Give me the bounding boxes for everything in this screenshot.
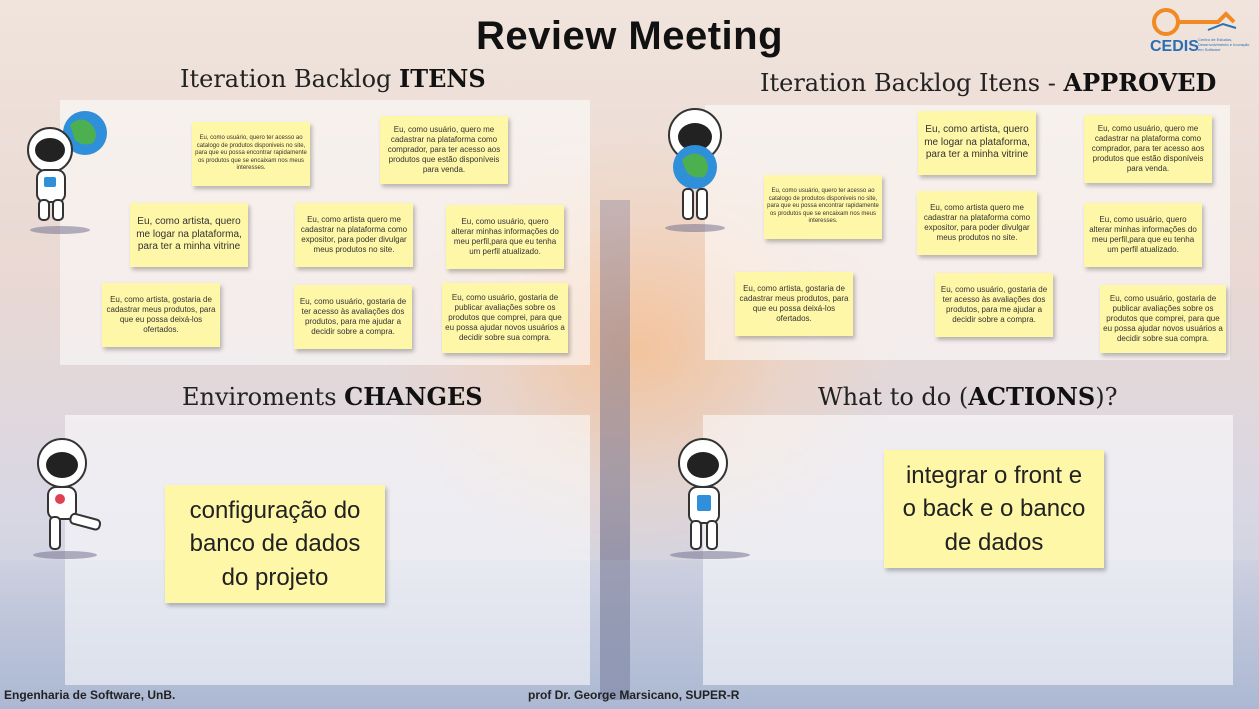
footer-professor: prof Dr. George Marsicano, SUPER-R (528, 688, 740, 702)
astronaut-kicking-illustration (33, 438, 102, 559)
approved-note-publish-reviews: Eu, como usuário, gostaria de publicar a… (1100, 285, 1226, 353)
approved-title: Iteration Backlog Itens - APPROVED (760, 68, 1217, 97)
approved-note-artist-register: Eu, como artista quero me cadastrar na p… (917, 191, 1037, 255)
approved-note-artist-login: Eu, como artista, quero me logar na plat… (918, 111, 1036, 175)
backlog-note-artist-register: Eu, como artista quero me cadastrar na p… (295, 203, 413, 267)
astronaut-globe-illustration (27, 111, 107, 234)
backlog-note-buyer-register: Eu, como usuário, quero me cadastrar na … (380, 116, 508, 184)
astronaut-holding-globe-illustration (665, 108, 725, 232)
approved-note-profile-update: Eu, como usuário, quero alterar minhas i… (1084, 203, 1202, 267)
cedis-logo (1152, 8, 1237, 36)
backlog-note-artist-login: Eu, como artista, quero me logar na plat… (130, 203, 248, 267)
actions-note: integrar o front e o back e o banco de d… (884, 450, 1104, 568)
approved-note-catalog: Eu, como usuário, quero ter acesso ao ca… (764, 175, 882, 239)
changes-title: Enviroments CHANGES (182, 382, 483, 411)
footer-institution: Engenharia de Software, UnB. (4, 688, 176, 702)
changes-note: configuração do banco de dados do projet… (165, 485, 385, 603)
backlog-note-view-reviews: Eu, como usuário, gostaria de ter acesso… (294, 285, 412, 349)
page-title: Review Meeting (475, 14, 784, 58)
approved-note-artist-products: Eu, como artista, gostaria de cadastrar … (735, 272, 853, 336)
backlog-note-catalog: Eu, como usuário, quero ter acesso ao ca… (192, 122, 310, 186)
actions-title: What to do (ACTIONS)? (818, 382, 1118, 411)
logo-subtitle: Centro de Estudos, Desenvolvimento e Ino… (1198, 37, 1250, 52)
backlog-title: Iteration Backlog ITENS (180, 64, 486, 93)
astronaut-standing-illustration (670, 438, 750, 559)
logo-name: CEDIS (1150, 38, 1199, 55)
backlog-note-artist-products: Eu, como artista, gostaria de cadastrar … (102, 283, 220, 347)
approved-note-view-reviews: Eu, como usuário, gostaria de ter acesso… (935, 273, 1053, 337)
approved-note-buyer-register: Eu, como usuário, quero me cadastrar na … (1084, 115, 1212, 183)
backlog-note-profile-update: Eu, como usuário, quero alterar minhas i… (446, 205, 564, 269)
backlog-note-publish-reviews: Eu, como usuário, gostaria de publicar a… (442, 283, 568, 353)
